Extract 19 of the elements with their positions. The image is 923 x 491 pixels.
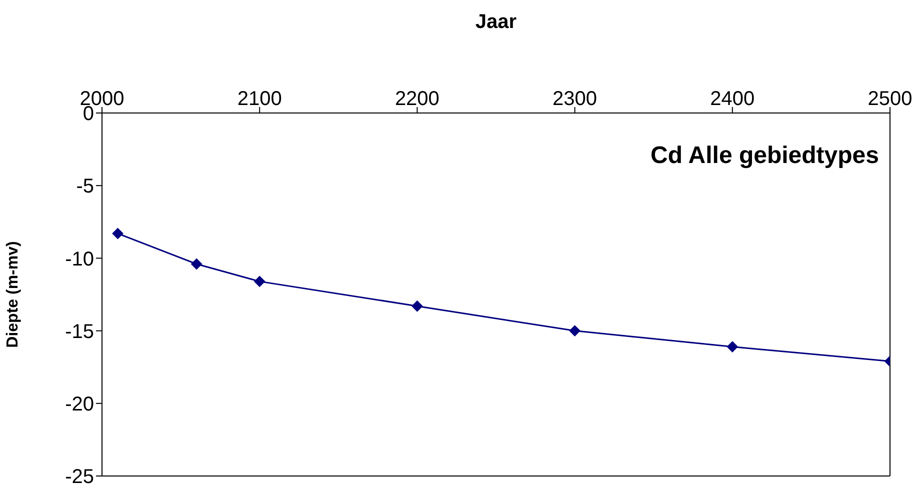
x-axis-title: Jaar [475,11,517,34]
point [569,325,580,336]
point [112,228,124,240]
point [412,300,423,312]
y-tick-label: -10 [65,248,94,270]
y-tick-label: -5 [76,176,94,198]
text: Cd Alle gebiedtypes [650,142,879,170]
y-tick-label: -15 [65,320,94,343]
x-tick-label: 2500 [868,88,912,110]
x-tick-label: 2400 [710,88,755,110]
x-tick-label: 2100 [237,88,282,110]
point [254,276,266,287]
x-tick-label: 2300 [552,88,598,110]
x-tick-label: 2200 [394,88,440,110]
y-tick-label: -20 [65,394,94,416]
point [726,341,738,352]
y-tick-label: -25 [65,466,94,488]
y-axis-title: Diepte (m-mv) [4,241,22,348]
point [191,258,202,270]
